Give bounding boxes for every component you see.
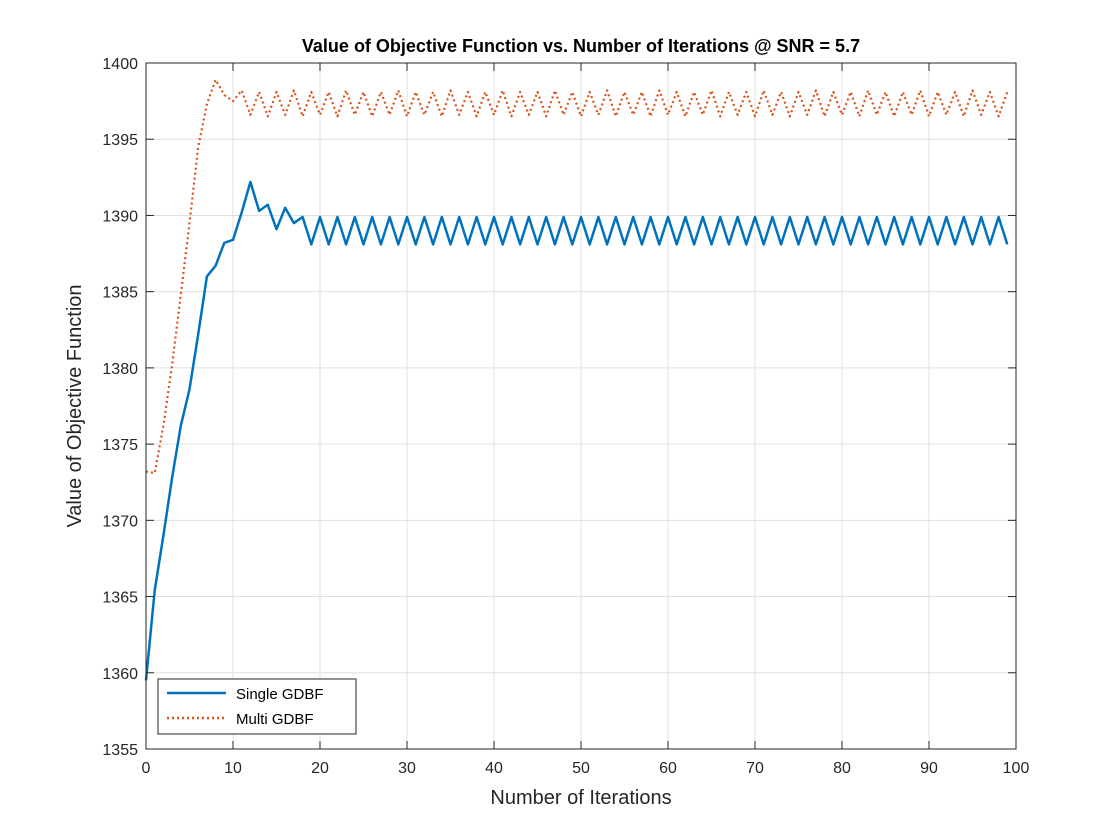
y-tick-label: 1385 [102,285,138,302]
x-tick-label: 80 [833,760,851,777]
x-tick-label: 40 [485,760,503,777]
x-tick-label: 30 [398,760,416,777]
x-tick-label: 50 [572,760,590,777]
y-tick-label: 1370 [102,513,138,530]
legend-label-single-gdbf: Single GDBF [236,686,324,703]
series-line-single-gdbf [144,180,1009,681]
x-tick-label: 90 [920,760,938,777]
legend: Single GDBF Multi GDBF [157,678,357,735]
y-tick-label: 1365 [102,590,138,607]
x-tick-label: 20 [311,760,329,777]
x-tick-label: 60 [659,760,677,777]
chart-title: Value of Objective Function vs. Number o… [302,36,860,56]
y-tick-label: 1390 [102,208,138,225]
legend-label-multi-gdbf: Multi GDBF [236,711,314,728]
x-axis-title: Number of Iterations [490,787,671,809]
y-tick-label: 1355 [102,742,138,759]
x-tick-label: 10 [224,760,242,777]
y-tick-label: 1360 [102,666,138,683]
axis-ticks: 0 10 20 30 40 50 60 70 80 90 100 1355 1360 1365 1370 13… [102,56,1029,777]
y-tick-label: 1375 [102,437,138,454]
x-tick-label: 70 [746,760,764,777]
x-tick-label: 0 [142,760,151,777]
y-tick-label: 1400 [102,56,138,73]
y-tick-label: 1395 [102,132,138,149]
series-lines [144,78,1009,681]
y-tick-label: 1380 [102,361,138,378]
legend-box [157,678,357,735]
y-axis-title: Value of Objective Function [64,284,86,527]
grid [146,63,1016,749]
x-tick-label: 100 [1003,760,1030,777]
series-line-multi-gdbf [145,78,1009,475]
